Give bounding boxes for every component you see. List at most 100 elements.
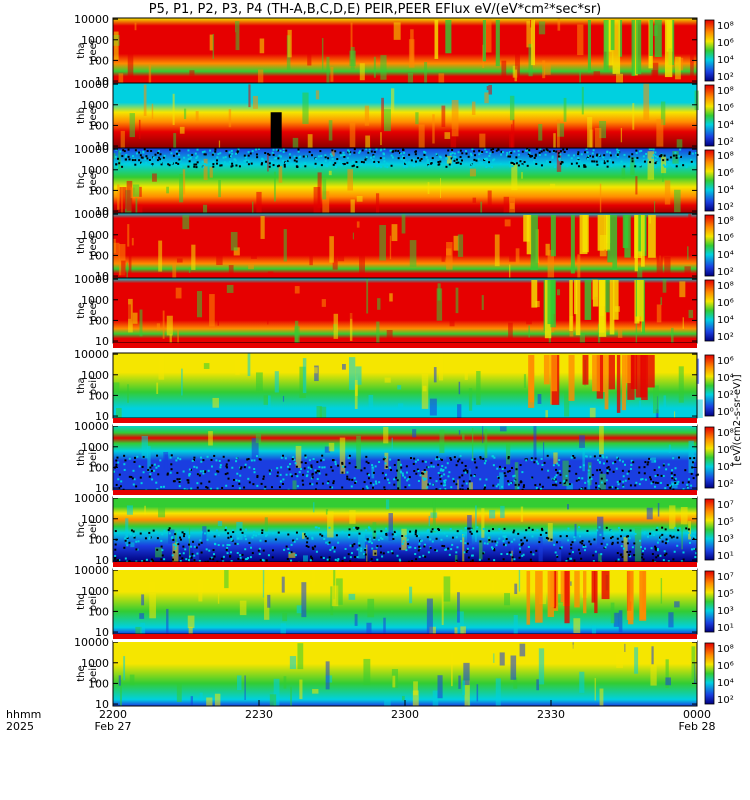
texture-stripe — [307, 134, 313, 148]
noise-pixel — [643, 472, 646, 475]
texture-stripe — [119, 187, 127, 209]
burst-stripe — [495, 20, 500, 67]
noise-pixel — [435, 537, 438, 540]
noise-pixel — [194, 152, 197, 155]
burst-stripe — [550, 215, 556, 257]
colorbar-tick-label: 10⁶ — [717, 103, 734, 114]
texture-stripe — [128, 248, 132, 278]
noise-pixel — [495, 485, 498, 488]
noise-pixel — [504, 466, 507, 469]
noise-pixel — [627, 470, 630, 473]
texture-stripe — [192, 545, 200, 562]
noise-pixel — [176, 541, 179, 544]
noise-pixel — [616, 541, 619, 544]
noise-pixel — [475, 159, 478, 162]
noise-pixel — [578, 477, 581, 480]
noise-pixel — [492, 148, 495, 151]
noise-pixel — [687, 531, 690, 534]
noise-pixel — [148, 537, 151, 540]
noise-pixel — [629, 484, 632, 487]
noise-pixel — [187, 479, 190, 482]
noise-pixel — [244, 538, 247, 541]
texture-stripe — [386, 532, 392, 537]
noise-pixel — [510, 151, 513, 154]
noise-pixel — [618, 480, 621, 483]
noise-pixel — [676, 536, 679, 539]
noise-pixel — [115, 465, 118, 468]
noise-pixel — [304, 456, 307, 459]
noise-pixel — [213, 454, 216, 457]
burst-stripe — [445, 20, 452, 54]
noise-pixel — [230, 560, 233, 563]
noise-pixel — [584, 481, 587, 484]
texture-stripe — [570, 581, 572, 586]
noise-pixel — [375, 546, 378, 549]
noise-pixel — [327, 542, 330, 545]
noise-pixel — [378, 461, 381, 464]
noise-pixel — [558, 157, 561, 160]
noise-pixel — [346, 471, 349, 474]
texture-stripe — [303, 555, 308, 562]
noise-pixel — [415, 535, 418, 538]
noise-pixel — [315, 471, 318, 474]
noise-pixel — [114, 548, 117, 551]
noise-pixel — [288, 551, 291, 554]
texture-stripe — [389, 293, 393, 302]
noise-pixel — [437, 528, 440, 531]
texture-stripe — [441, 105, 446, 128]
noise-pixel — [611, 533, 614, 536]
noise-pixel — [128, 560, 131, 563]
texture-stripe — [188, 267, 191, 273]
colorbar-tick-label: 10⁸ — [717, 644, 734, 655]
noise-pixel — [341, 164, 344, 167]
noise-pixel — [291, 458, 294, 461]
noise-pixel — [119, 485, 122, 488]
noise-pixel — [337, 558, 340, 561]
noise-pixel — [448, 163, 451, 166]
texture-stripe — [354, 614, 358, 626]
texture-stripe — [479, 133, 486, 148]
noise-pixel — [542, 149, 545, 152]
texture-stripe — [520, 506, 524, 522]
noise-pixel — [435, 480, 438, 483]
noise-pixel — [616, 537, 619, 540]
noise-pixel — [617, 155, 620, 158]
burst-stripe — [607, 215, 613, 263]
noise-pixel — [247, 160, 250, 163]
y-tick-label: 1000 — [81, 34, 109, 47]
noise-pixel — [620, 545, 623, 548]
noise-pixel — [290, 559, 293, 562]
noise-pixel — [587, 480, 590, 483]
noise-pixel — [416, 468, 419, 471]
noise-pixel — [314, 469, 317, 472]
texture-stripe — [432, 497, 436, 533]
noise-pixel — [500, 150, 503, 153]
noise-pixel — [608, 486, 611, 489]
noise-pixel — [565, 148, 568, 151]
noise-pixel — [203, 153, 206, 156]
separator-band — [113, 639, 697, 642]
noise-pixel — [330, 466, 333, 469]
noise-pixel — [589, 455, 592, 458]
noise-pixel — [271, 151, 274, 154]
noise-pixel — [596, 153, 599, 156]
noise-pixel — [163, 154, 166, 157]
y-tick-label: 100 — [88, 533, 109, 546]
noise-pixel — [479, 457, 482, 460]
texture-stripe — [542, 442, 545, 479]
colorbar-tick-label: 10² — [717, 137, 734, 148]
noise-pixel — [335, 534, 338, 537]
noise-pixel — [649, 458, 652, 461]
noise-pixel — [443, 473, 446, 476]
noise-pixel — [262, 477, 265, 480]
noise-pixel — [538, 151, 541, 154]
noise-pixel — [599, 454, 602, 457]
colorbar-tick-label: 10³ — [717, 606, 734, 617]
texture-stripe — [492, 577, 495, 592]
noise-pixel — [226, 543, 229, 546]
noise-pixel — [315, 482, 318, 485]
texture-stripe — [550, 458, 556, 464]
noise-pixel — [246, 458, 249, 461]
noise-pixel — [503, 527, 506, 530]
